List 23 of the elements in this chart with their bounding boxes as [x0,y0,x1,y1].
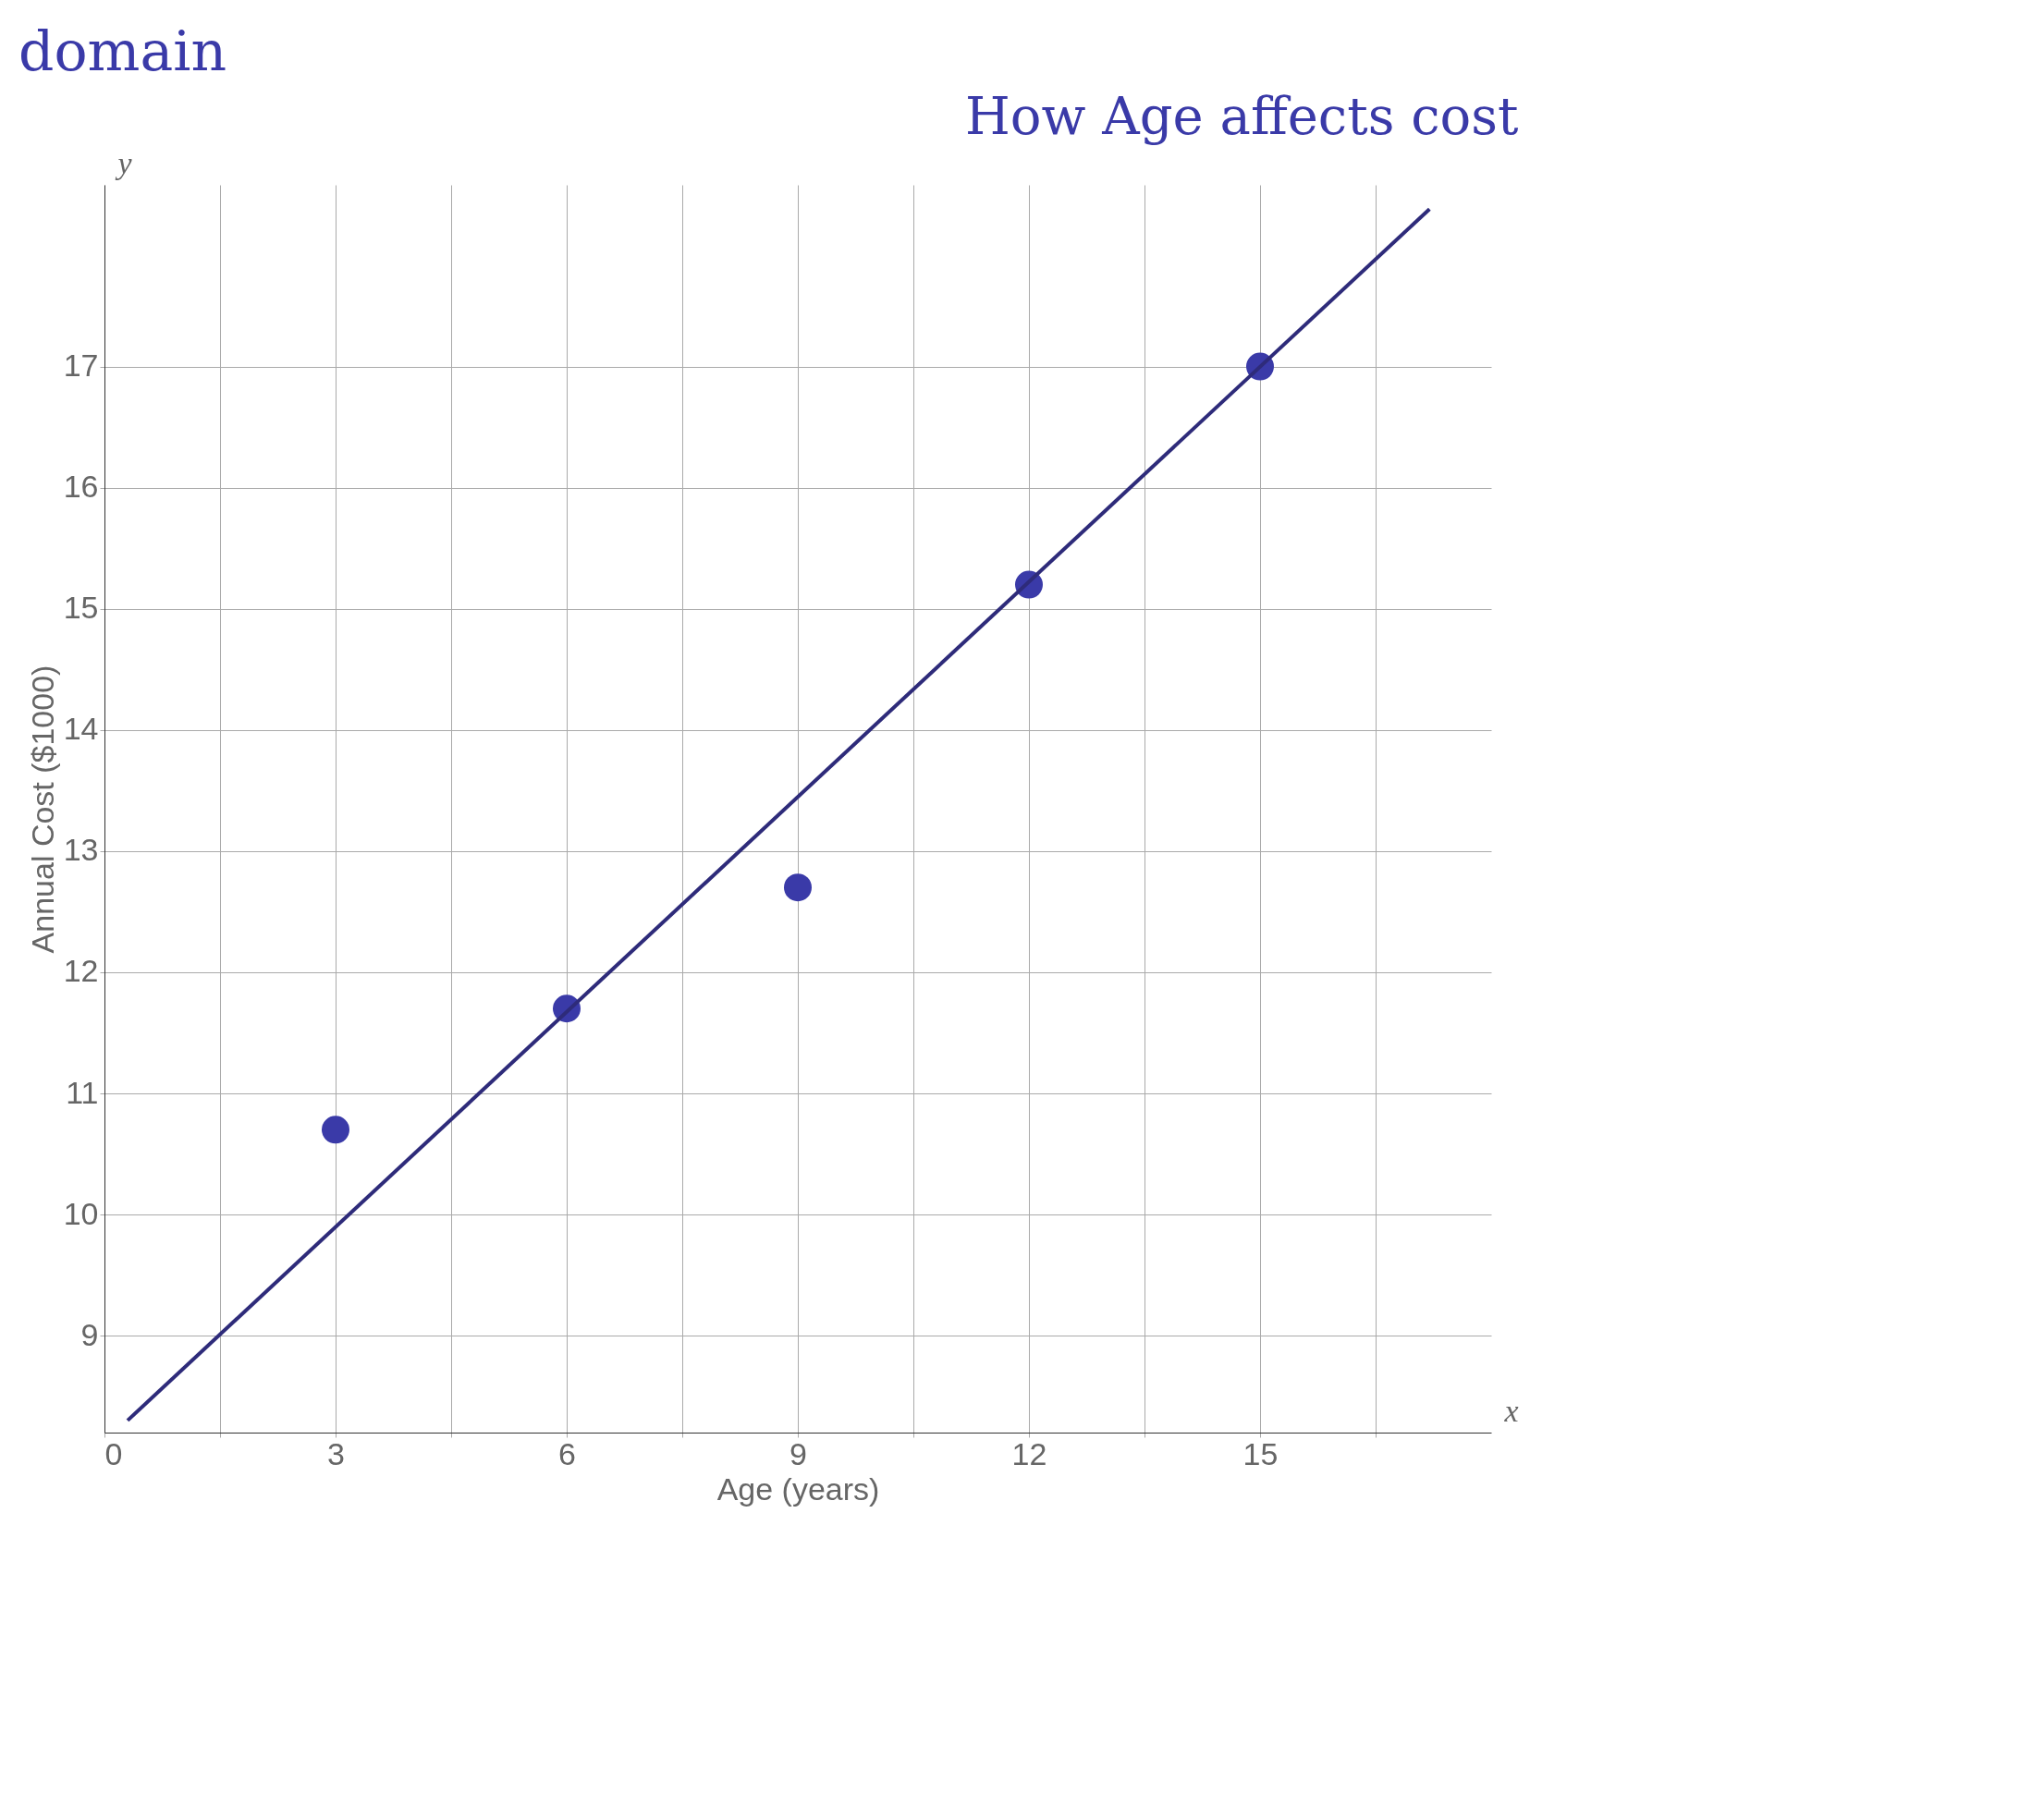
x-tick-label: 0 [104,1435,123,1471]
y-tick-label: 14 [63,711,99,747]
y-tick-label: 17 [63,348,99,384]
y-tick-label: 15 [63,590,99,626]
x-tick-label: 12 [1011,1435,1047,1471]
x-tick-label: 9 [789,1435,807,1471]
x-tick-label: 3 [327,1435,345,1471]
y-tick-label: 9 [80,1316,99,1352]
text: domain [18,18,228,83]
y-tick-label: 11 [66,1074,99,1110]
y-tick-label: 10 [63,1195,99,1231]
point [322,1116,349,1144]
text: y [115,146,133,180]
y-axis-title: Annual Cost ($1000) [24,665,60,954]
x-axis-title: Age (years) [716,1470,880,1507]
point [784,873,812,902]
y-tick-label: 13 [63,832,99,868]
x-tick-label: 15 [1242,1435,1279,1471]
x-tick-label: 6 [558,1435,576,1471]
y-tick-label: 12 [63,953,99,989]
y-tick-label: 16 [63,469,99,505]
text: x [1503,1394,1519,1428]
chart-title: How Age affects cost [964,86,1520,146]
